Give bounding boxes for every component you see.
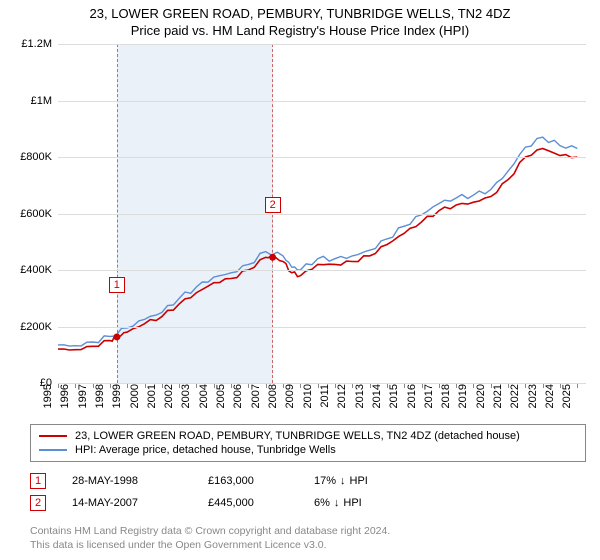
plot-area: £0£200K£400K£600K£800K£1M£1.2M12 bbox=[58, 44, 586, 384]
x-tick-label: 2004 bbox=[198, 384, 210, 408]
y-tick-label: £1.2M bbox=[21, 38, 58, 50]
footer: Contains HM Land Registry data © Crown c… bbox=[30, 524, 586, 552]
x-tick-label: 2016 bbox=[405, 384, 417, 408]
x-tick-label: 2019 bbox=[457, 384, 469, 408]
x-tick-label: 2015 bbox=[388, 384, 400, 408]
legend-row: 23, LOWER GREEN ROAD, PEMBURY, TUNBRIDGE… bbox=[39, 429, 577, 443]
x-tick-mark bbox=[577, 384, 578, 388]
delta-pct: 6% bbox=[314, 497, 330, 509]
y-tick-label: £600K bbox=[20, 208, 58, 220]
x-tick-label: 2002 bbox=[163, 384, 175, 408]
series-hpi bbox=[58, 137, 577, 346]
x-tick-label: 2023 bbox=[526, 384, 538, 408]
gridline bbox=[58, 270, 586, 271]
series-price_paid bbox=[58, 149, 577, 351]
arrow-down-icon: ↓ bbox=[340, 475, 346, 487]
title-sub: Price paid vs. HM Land Registry's House … bbox=[10, 23, 590, 38]
x-tick-label: 2025 bbox=[561, 384, 573, 408]
legend-row: HPI: Average price, detached house, Tunb… bbox=[39, 443, 577, 457]
gridline bbox=[58, 101, 586, 102]
sales-table: 1 28-MAY-1998 £163,000 17% ↓ HPI 2 14-MA… bbox=[30, 470, 586, 514]
legend-label: HPI: Average price, detached house, Tunb… bbox=[75, 444, 336, 456]
footer-line: This data is licensed under the Open Gov… bbox=[30, 538, 586, 552]
footer-line: Contains HM Land Registry data © Crown c… bbox=[30, 524, 586, 538]
x-tick-label: 2024 bbox=[544, 384, 556, 408]
x-tick-label: 2009 bbox=[284, 384, 296, 408]
x-tick-label: 1996 bbox=[59, 384, 71, 408]
sale-date: 28-MAY-1998 bbox=[72, 475, 182, 487]
x-tick-label: 2007 bbox=[249, 384, 261, 408]
x-axis: 1995199619971998199920002001200220032004… bbox=[58, 384, 586, 418]
x-tick-label: 2010 bbox=[301, 384, 313, 408]
x-tick-label: 2012 bbox=[336, 384, 348, 408]
x-tick-label: 1999 bbox=[111, 384, 123, 408]
x-tick-label: 2005 bbox=[215, 384, 227, 408]
sale-marker-icon: 1 bbox=[30, 473, 46, 489]
sale-marker-icon: 2 bbox=[30, 495, 46, 511]
titles: 23, LOWER GREEN ROAD, PEMBURY, TUNBRIDGE… bbox=[0, 0, 600, 40]
delta-pct: 17% bbox=[314, 475, 336, 487]
x-tick-label: 2017 bbox=[423, 384, 435, 408]
sale-delta: 6% ↓ HPI bbox=[314, 497, 362, 509]
y-tick-label: £1M bbox=[31, 95, 58, 107]
title-main: 23, LOWER GREEN ROAD, PEMBURY, TUNBRIDGE… bbox=[10, 6, 590, 21]
legend-label: 23, LOWER GREEN ROAD, PEMBURY, TUNBRIDGE… bbox=[75, 430, 520, 442]
legend-swatch bbox=[39, 435, 67, 437]
x-tick-label: 2008 bbox=[267, 384, 279, 408]
x-tick-label: 1998 bbox=[94, 384, 106, 408]
sale-price: £445,000 bbox=[208, 497, 288, 509]
gridline bbox=[58, 214, 586, 215]
legend-swatch bbox=[39, 449, 67, 451]
y-tick-label: £200K bbox=[20, 321, 58, 333]
gridline bbox=[58, 44, 586, 45]
sale-delta: 17% ↓ HPI bbox=[314, 475, 368, 487]
table-row: 2 14-MAY-2007 £445,000 6% ↓ HPI bbox=[30, 492, 586, 514]
legend: 23, LOWER GREEN ROAD, PEMBURY, TUNBRIDGE… bbox=[30, 424, 586, 462]
gridline bbox=[58, 327, 586, 328]
y-tick-label: £800K bbox=[20, 151, 58, 163]
x-tick-label: 2001 bbox=[146, 384, 158, 408]
x-tick-label: 1997 bbox=[76, 384, 88, 408]
sale-dot-icon bbox=[269, 254, 276, 261]
gridline bbox=[58, 157, 586, 158]
x-tick-label: 2020 bbox=[475, 384, 487, 408]
x-tick-label: 2021 bbox=[492, 384, 504, 408]
delta-vs: HPI bbox=[350, 475, 368, 487]
sale-marker-icon: 2 bbox=[265, 197, 281, 213]
x-tick-label: 2003 bbox=[180, 384, 192, 408]
sale-marker-icon: 1 bbox=[109, 277, 125, 293]
x-tick-label: 2014 bbox=[371, 384, 383, 408]
x-tick-label: 2000 bbox=[128, 384, 140, 408]
arrow-down-icon: ↓ bbox=[334, 497, 340, 509]
chart-container: 23, LOWER GREEN ROAD, PEMBURY, TUNBRIDGE… bbox=[0, 0, 600, 552]
x-tick-label: 2013 bbox=[353, 384, 365, 408]
y-tick-label: £400K bbox=[20, 264, 58, 276]
x-tick-label: 1995 bbox=[42, 384, 54, 408]
sale-date: 14-MAY-2007 bbox=[72, 497, 182, 509]
sale-price: £163,000 bbox=[208, 475, 288, 487]
x-tick-label: 2018 bbox=[440, 384, 452, 408]
delta-vs: HPI bbox=[343, 497, 361, 509]
sale-dot-icon bbox=[113, 333, 120, 340]
x-tick-label: 2022 bbox=[509, 384, 521, 408]
x-tick-label: 2006 bbox=[232, 384, 244, 408]
x-tick-label: 2011 bbox=[319, 384, 331, 408]
table-row: 1 28-MAY-1998 £163,000 17% ↓ HPI bbox=[30, 470, 586, 492]
